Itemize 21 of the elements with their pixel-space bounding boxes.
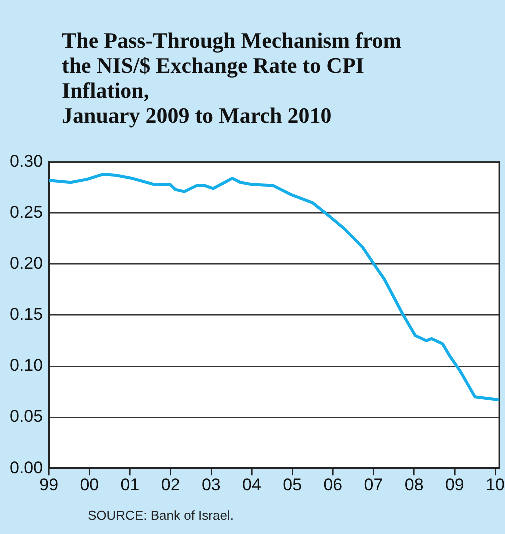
x-tick-label: 06	[324, 475, 343, 494]
x-tick-label: 07	[364, 475, 384, 494]
y-tick-label: 0.15	[10, 305, 44, 324]
y-tick-label: 0.05	[10, 407, 44, 426]
x-tick-label: 02	[161, 475, 180, 494]
x-tick-label: 99	[40, 475, 59, 494]
y-tick-label: 0.30	[10, 152, 44, 171]
x-tick-label: 04	[242, 475, 262, 494]
x-tick-label: 05	[283, 475, 302, 494]
x-tick-label: 10	[486, 475, 505, 494]
y-tick-label: 0.00	[10, 458, 44, 478]
x-tick-label: 01	[120, 475, 140, 494]
x-tick-label: 03	[202, 475, 221, 494]
y-tick-label: 0.25	[10, 202, 44, 222]
source-note: SOURCE: Bank of Israel.	[88, 508, 234, 523]
y-tick-label: 0.10	[10, 356, 44, 376]
chart-title: The Pass-Through Mechanism from the NIS/$ Exchange Rate to CPI Inflation, January 2009 to March 2010	[62, 28, 402, 128]
x-tick-label: 09	[445, 475, 464, 494]
x-tick-label: 00	[80, 475, 100, 494]
x-tick-label: 08	[404, 475, 424, 494]
y-tick-label: 0.20	[10, 254, 44, 274]
